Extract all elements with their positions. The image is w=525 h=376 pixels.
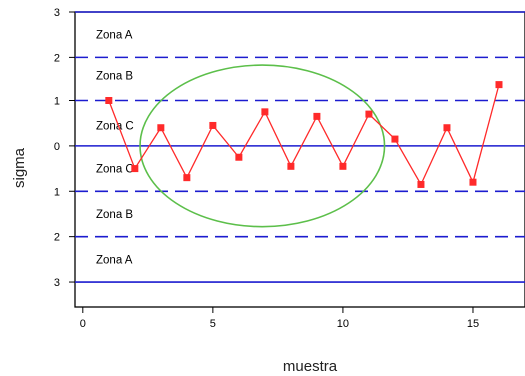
data-point [157, 124, 165, 132]
data-point [287, 162, 295, 170]
zone-label: Zona B [96, 209, 133, 221]
y-tick-label: 1 [54, 96, 60, 108]
zone-label: Zona A [96, 30, 133, 42]
zone-labels: Zona A Zona B Zona C Zona C Zona B Zona A [96, 30, 134, 267]
data-point [469, 178, 477, 186]
data-point [391, 135, 399, 143]
data-point [183, 174, 191, 182]
data-point [209, 121, 217, 129]
x-tick-label: 5 [210, 318, 216, 330]
zone-label: Zona C [96, 164, 134, 176]
series-line [108, 84, 500, 186]
data-point [365, 110, 373, 118]
x-tick-label: 10 [337, 318, 349, 330]
x-axis-label: muestra [283, 358, 338, 375]
x-ticks: 0 5 10 15 [80, 307, 479, 330]
y-tick-label: 2 [54, 52, 60, 64]
zone-label: Zona C [96, 120, 134, 132]
y-tick-label: 3 [54, 7, 60, 19]
y-tick-label: 3 [54, 277, 60, 289]
zone-label: Zona A [96, 254, 133, 266]
data-point [261, 108, 269, 116]
control-lines [75, 11, 525, 283]
data-point [105, 97, 113, 104]
data-point [417, 180, 425, 188]
x-tick-label: 0 [80, 318, 86, 330]
data-point [443, 124, 451, 132]
y-tick-label: 0 [54, 141, 60, 153]
data-point [235, 153, 243, 161]
data-point [131, 165, 139, 173]
highlight-ellipse [139, 64, 386, 228]
ellipse-annotation [139, 64, 386, 228]
y-tick-label: 1 [54, 186, 60, 198]
data-point [313, 112, 321, 120]
x-tick-label: 15 [467, 318, 479, 330]
data-point [339, 162, 347, 170]
y-axis-label: sigma [11, 147, 28, 188]
series [105, 81, 503, 188]
y-tick-label: 2 [54, 232, 60, 244]
zone-label: Zona B [96, 71, 133, 83]
data-point [495, 81, 503, 89]
y-ticks: 3 2 1 0 1 2 3 [54, 7, 75, 289]
